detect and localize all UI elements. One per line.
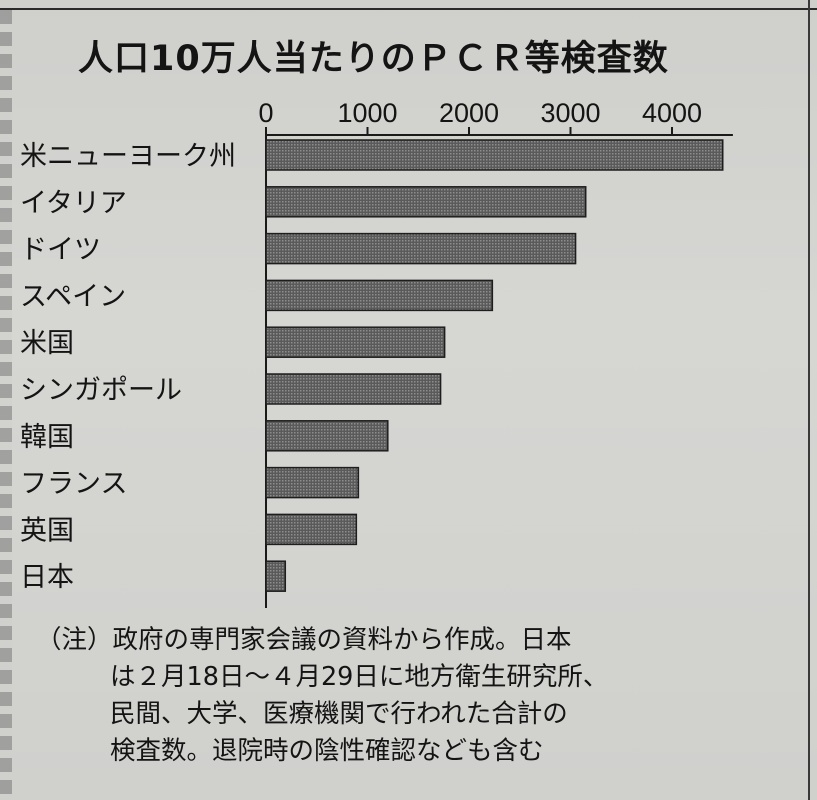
bar <box>265 420 389 452</box>
bar <box>265 279 494 312</box>
category-label: 米ニューヨーク州 <box>20 141 236 172</box>
x-tick-label: 3000 <box>540 98 600 128</box>
chart-title: 人口10万人当たりのＰＣＲ等検査数 <box>78 39 669 79</box>
bar <box>265 466 360 499</box>
footnote-line-4: 検査数。退院時の陰性確認なども含む <box>110 736 544 766</box>
bar <box>265 139 724 171</box>
x-axis: 0 1000 2000 3000 4000 <box>258 98 733 608</box>
top-frame-rule <box>0 8 817 10</box>
category-label: 英国 <box>20 515 74 546</box>
bar <box>265 232 577 265</box>
bar <box>265 326 446 358</box>
category-label: シンガポール <box>20 375 182 406</box>
footnote-prefix: （注） <box>36 625 113 655</box>
category-label: 日本 <box>20 562 74 593</box>
footnote-text-1: 政府の専門家会議の資料から作成。日本 <box>112 625 572 655</box>
footnote-line-1: （注）政府の専門家会議の資料から作成。日本 <box>36 622 776 659</box>
category-label: イタリア <box>20 188 127 219</box>
category-label: ドイツ <box>20 235 101 266</box>
footnote: （注）政府の専門家会議の資料から作成。日本 は２月18日～４月29日に地方衛生研… <box>36 622 776 770</box>
bar <box>265 560 287 592</box>
bars <box>265 139 724 592</box>
bar <box>265 513 358 546</box>
x-tick-label: 0 <box>258 98 273 128</box>
x-tick-label: 4000 <box>642 98 702 128</box>
adjacent-column-edge <box>0 10 12 800</box>
x-tick-label: 1000 <box>337 98 397 128</box>
category-label: フランス <box>20 469 127 500</box>
footnote-line-3: 民間、大学、医療機関で行われた合計の <box>110 699 568 729</box>
category-label: 韓国 <box>20 422 74 453</box>
x-tick-label: 2000 <box>439 98 499 128</box>
bar <box>265 186 587 218</box>
right-frame-rule <box>808 0 810 800</box>
category-label: スペイン <box>20 281 126 312</box>
bar <box>265 373 442 405</box>
category-label: 米国 <box>20 328 74 359</box>
footnote-line-2: は２月18日～４月29日に地方衛生研究所、 <box>110 662 609 692</box>
